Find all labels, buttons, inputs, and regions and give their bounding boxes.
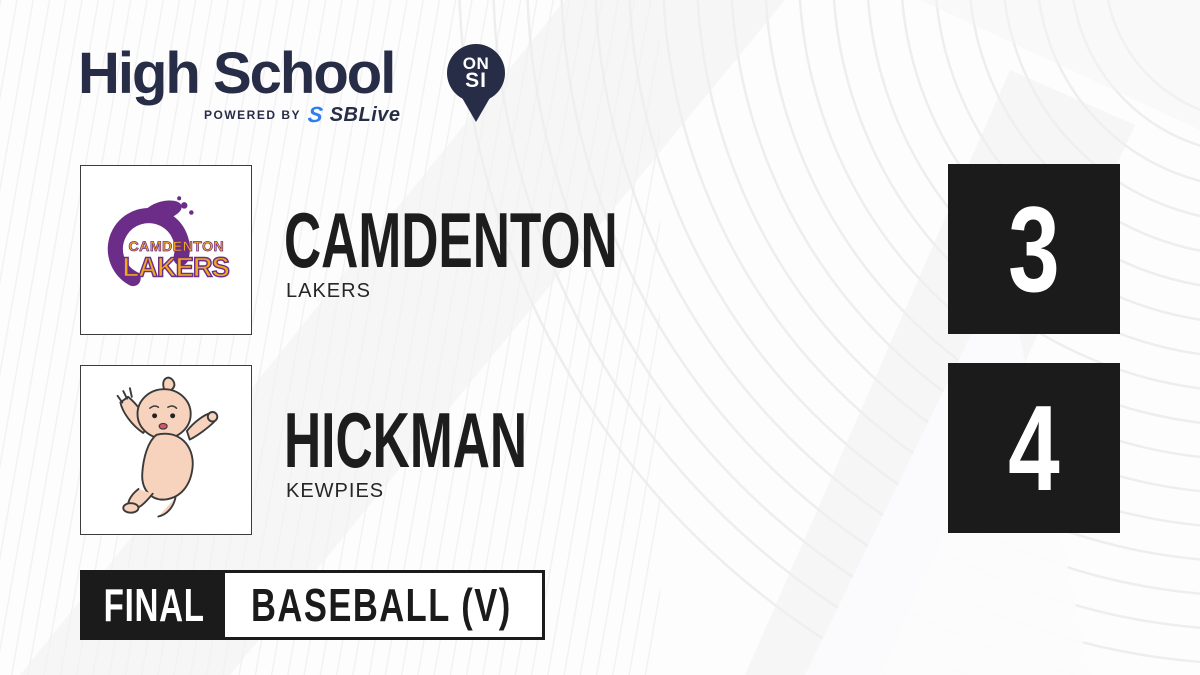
pin-tail bbox=[461, 96, 491, 122]
sblive-wordmark: SBLive bbox=[329, 104, 401, 126]
team2-name: HICKMAN bbox=[284, 396, 528, 484]
event-cell: BASEBALL (V) bbox=[225, 573, 599, 637]
on-si-pin-icon: ON SI bbox=[447, 44, 505, 128]
team1-score-box: 3 bbox=[948, 164, 1120, 334]
pin-text-on: ON bbox=[462, 53, 490, 73]
sblive-mark-icon: S bbox=[306, 102, 325, 127]
logo-text-lakers: LAKERS bbox=[122, 251, 229, 282]
team1-name: CAMDENTON bbox=[284, 196, 618, 284]
status-cell: FINAL bbox=[83, 573, 225, 637]
camdenton-lakers-logo: CAMDENTON LAKERS bbox=[80, 165, 252, 335]
team2-mascot: KEWPIES bbox=[286, 480, 385, 502]
team1-mascot: LAKERS bbox=[286, 280, 371, 302]
team1-score: 3 bbox=[1008, 181, 1060, 317]
pin-circle: ON SI bbox=[447, 44, 505, 102]
powered-by-label: POWERED BY bbox=[204, 108, 302, 122]
camdenton-logo-art: CAMDENTON LAKERS bbox=[107, 196, 231, 291]
team2-score-box: 4 bbox=[948, 363, 1120, 533]
pin-text-si: SI bbox=[465, 69, 487, 93]
brand-title: High School bbox=[78, 41, 396, 106]
logo-text-camdenton: CAMDENTON bbox=[129, 239, 224, 255]
powered-by-row: POWERED BY S SBLive bbox=[204, 102, 401, 127]
team2-score: 4 bbox=[1008, 380, 1060, 516]
game-status-badge: FINAL BASEBALL (V) bbox=[80, 570, 545, 640]
status-label: FINAL bbox=[103, 579, 205, 631]
event-label: BASEBALL (V) bbox=[251, 579, 512, 631]
kewpie-logo-art bbox=[116, 376, 219, 518]
hickman-kewpies-logo bbox=[80, 365, 252, 535]
